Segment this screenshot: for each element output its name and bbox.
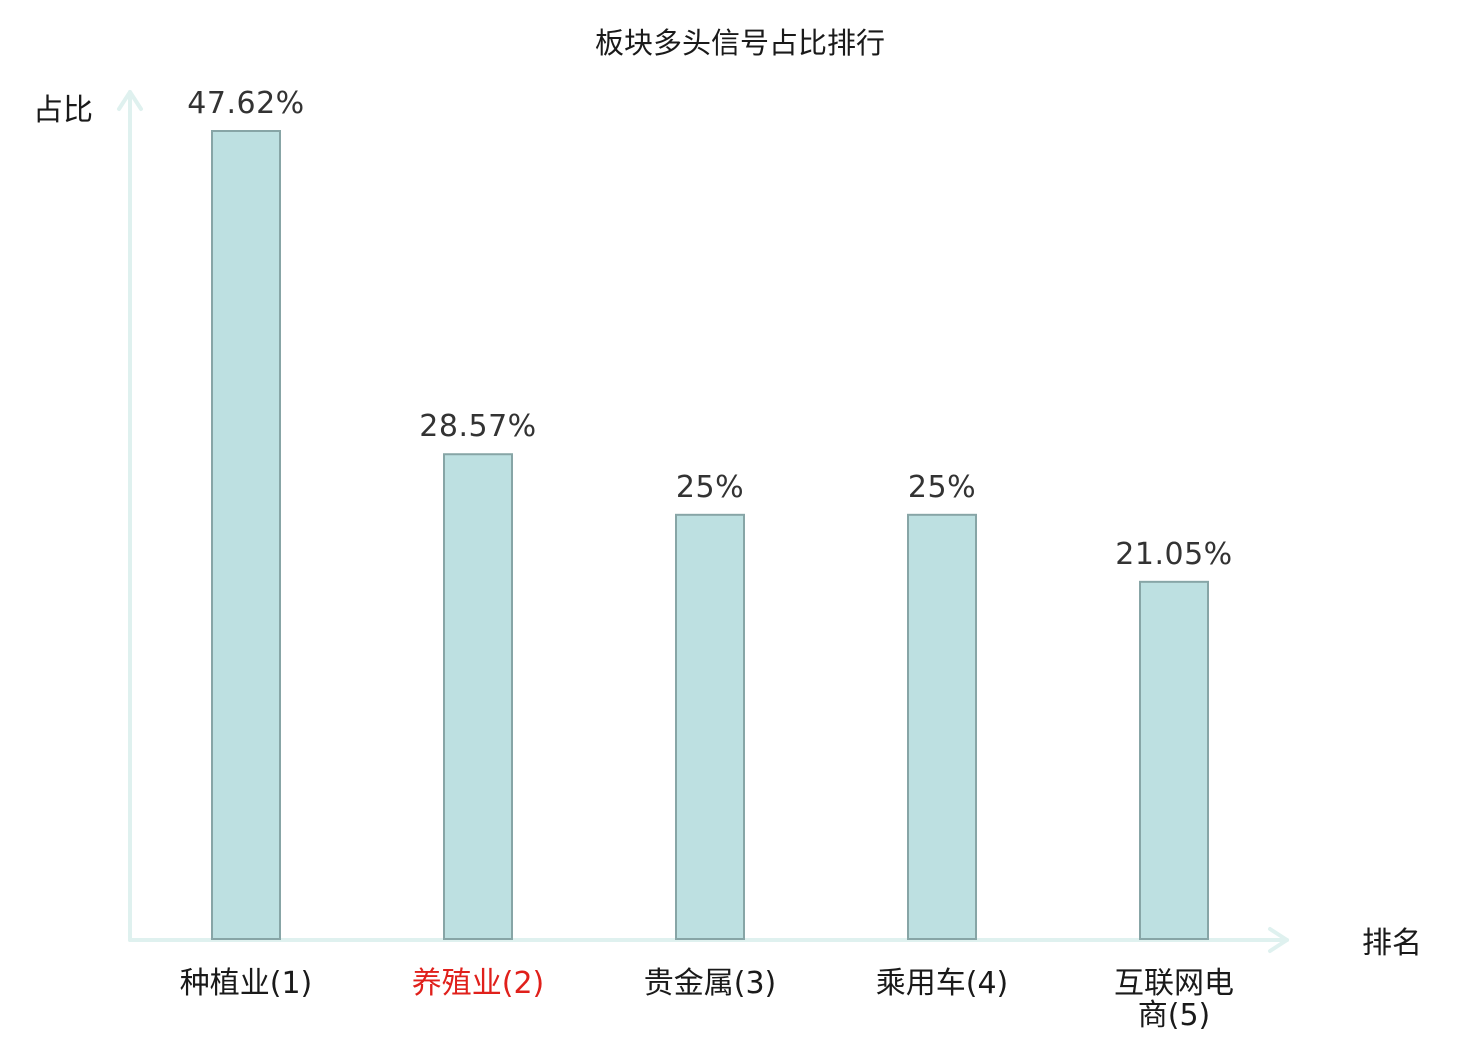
- bar: [1139, 580, 1209, 940]
- data-label: 47.62%: [187, 86, 304, 121]
- y-axis-label: 占比: [33, 93, 93, 128]
- x-tick-label: 种植业(1): [180, 966, 313, 1001]
- data-label: 25%: [676, 470, 744, 505]
- x-axis-label: 排名: [1362, 926, 1422, 961]
- x-tick-label: 养殖业(2): [412, 966, 545, 1001]
- bar: [211, 130, 281, 940]
- bar: [443, 453, 513, 940]
- x-tick-label: 贵金属(3): [644, 966, 777, 1001]
- bar: [907, 513, 977, 940]
- x-axis-arrow: [1268, 927, 1289, 953]
- bar: [675, 513, 745, 940]
- chart-title: 板块多头信号占比排行: [595, 26, 885, 60]
- data-label: 28.57%: [419, 409, 536, 444]
- value-labels-group: 47.62% 28.57% 25% 25% 21.05%: [187, 86, 1232, 572]
- category-labels-group: 种植业(1) 养殖业(2) 贵金属(3) 乘用车(4) 互联网电商(5): [180, 966, 1234, 1033]
- bars-group: [211, 130, 1209, 940]
- y-axis: [117, 90, 143, 942]
- data-label: 25%: [908, 470, 976, 505]
- x-tick-label: 乘用车(4): [876, 966, 1009, 1001]
- x-tick-label: 互联网电商(5): [1114, 966, 1234, 1033]
- y-axis-arrow: [117, 90, 143, 111]
- data-label: 21.05%: [1115, 537, 1232, 572]
